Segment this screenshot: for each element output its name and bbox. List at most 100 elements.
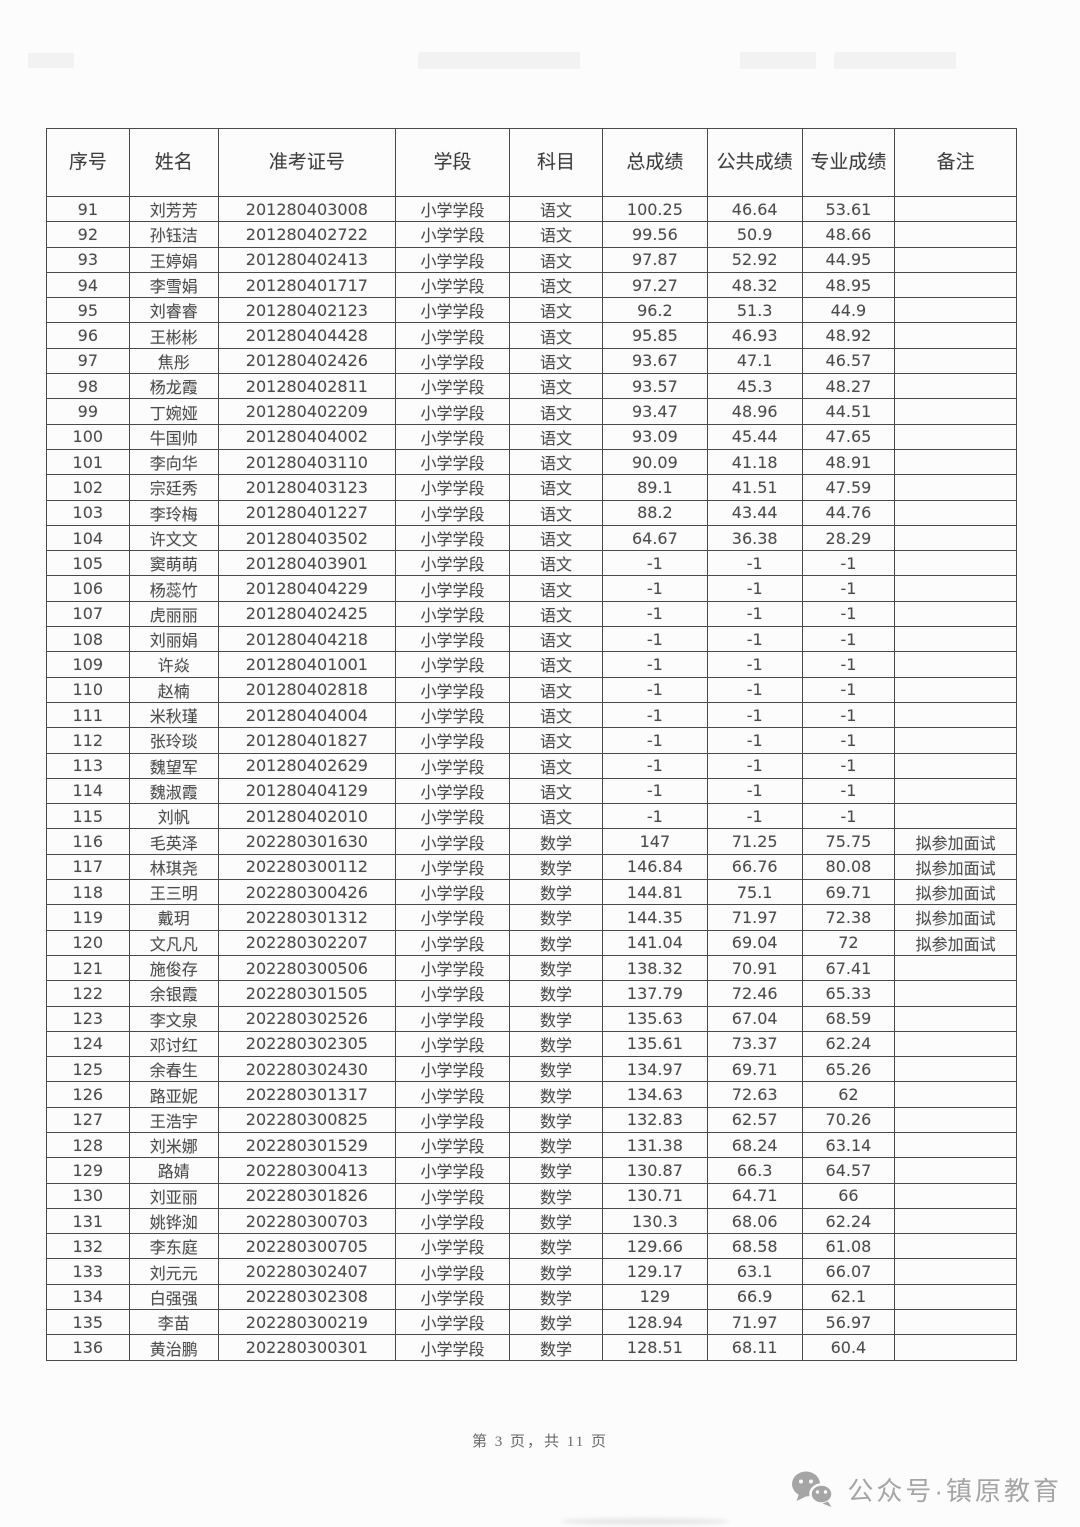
table-cell: 201280402818 bbox=[217, 676, 396, 703]
table-cell bbox=[894, 651, 1017, 678]
table-cell: 97.27 bbox=[601, 271, 708, 299]
table-row: 121 施俊存 202280300506 小学学段 数学 138.32 70.91 67.41 bbox=[46, 954, 1017, 982]
table-cell: 杨龙霞 bbox=[128, 373, 219, 400]
table-cell: -1 bbox=[706, 676, 803, 703]
table-cell: 62.24 bbox=[801, 1207, 896, 1235]
table-cell: 小学学段 bbox=[394, 1005, 511, 1032]
table-row: 114 魏淑霞 201280404129 小学学段 语文 -1 -1 -1 bbox=[46, 777, 1017, 805]
table-cell: 数学 bbox=[509, 1283, 603, 1311]
table-cell: 小学学段 bbox=[394, 1030, 511, 1058]
table-cell: 44.9 bbox=[801, 297, 896, 324]
table-cell: 语文 bbox=[509, 651, 603, 678]
table-cell: 小学学段 bbox=[394, 727, 511, 754]
table-cell: -1 bbox=[706, 803, 803, 830]
table-cell: -1 bbox=[801, 777, 896, 805]
table-cell: 数学 bbox=[509, 1233, 603, 1260]
table-cell: 窦萌萌 bbox=[128, 550, 219, 577]
table-cell: 201280401827 bbox=[217, 727, 396, 754]
table-cell bbox=[894, 448, 1017, 476]
table-cell: 小学学段 bbox=[394, 777, 511, 805]
table-cell: 201280403110 bbox=[217, 448, 396, 476]
table-cell: 108 bbox=[46, 626, 130, 653]
table-row: 131 姚铧洳 202280300703 小学学段 数学 130.3 68.06 62.24 bbox=[46, 1207, 1017, 1235]
table-cell bbox=[894, 524, 1017, 552]
table-cell: 202280300426 bbox=[217, 879, 396, 906]
table-row: 112 张玲琰 201280401827 小学学段 语文 -1 -1 -1 bbox=[46, 727, 1017, 754]
table-cell: 数学 bbox=[509, 1056, 603, 1083]
table-cell: 202280300219 bbox=[217, 1309, 396, 1336]
table-cell: 小学学段 bbox=[394, 954, 511, 982]
table-cell: 28.29 bbox=[801, 524, 896, 552]
table-cell: 98 bbox=[46, 373, 130, 400]
table-cell: 施俊存 bbox=[128, 954, 219, 982]
table-cell: 小学学段 bbox=[394, 423, 511, 450]
table-cell: 50.9 bbox=[706, 221, 803, 248]
table-cell: 116 bbox=[46, 828, 130, 855]
table-cell: -1 bbox=[601, 803, 708, 830]
table-row: 126 路亚妮 202280301317 小学学段 数学 134.63 72.63 62 bbox=[46, 1081, 1017, 1108]
table-cell: 小学学段 bbox=[394, 271, 511, 299]
table-cell bbox=[894, 1157, 1017, 1184]
table-cell: 数学 bbox=[509, 828, 603, 855]
table-cell: 小学学段 bbox=[394, 373, 511, 400]
wechat-credit-text: 公众号·镇原教育 bbox=[847, 1475, 1062, 1506]
table-cell bbox=[894, 1081, 1017, 1108]
table-cell: 数学 bbox=[509, 1005, 603, 1032]
table-cell: 128.51 bbox=[601, 1334, 708, 1361]
table-cell: 56.97 bbox=[801, 1309, 896, 1336]
table-cell: 43.44 bbox=[706, 499, 803, 526]
table-cell: 语文 bbox=[509, 803, 603, 830]
table-cell: 201280401227 bbox=[217, 499, 396, 526]
table-cell: 48.91 bbox=[801, 448, 896, 476]
page-number: 第 3 页，共 11 页 bbox=[472, 1434, 608, 1450]
column-header: 总成绩 bbox=[601, 128, 708, 197]
table-cell: 许文文 bbox=[128, 524, 219, 552]
table-cell: 语文 bbox=[509, 246, 603, 273]
table-cell: 69.71 bbox=[706, 1056, 803, 1083]
table-cell bbox=[894, 271, 1017, 299]
table-cell: 201280402413 bbox=[217, 246, 396, 273]
table-cell: 65.26 bbox=[801, 1056, 896, 1083]
table-cell: -1 bbox=[801, 626, 896, 653]
table-row: 103 李玲梅 201280401227 小学学段 语文 88.2 43.44 44.76 bbox=[46, 499, 1017, 526]
table-cell: 46.57 bbox=[801, 347, 896, 375]
table-cell: -1 bbox=[601, 777, 708, 805]
table-cell: 拟参加面试 bbox=[894, 929, 1017, 956]
table-cell: -1 bbox=[706, 626, 803, 653]
table-cell: 70.91 bbox=[706, 954, 803, 982]
table-cell: 103 bbox=[46, 499, 130, 526]
table-cell: 61.08 bbox=[801, 1233, 896, 1260]
table-cell: 107 bbox=[46, 600, 130, 628]
column-header: 备注 bbox=[894, 128, 1017, 197]
table-cell: 201280404004 bbox=[217, 701, 396, 729]
table-cell: 63.14 bbox=[801, 1131, 896, 1159]
table-cell: 130.87 bbox=[601, 1157, 708, 1184]
table-cell: 小学学段 bbox=[394, 651, 511, 678]
table-cell: 64.57 bbox=[801, 1157, 896, 1184]
table-cell: 数学 bbox=[509, 1106, 603, 1133]
table-cell: 张玲琰 bbox=[128, 727, 219, 754]
table-cell bbox=[894, 221, 1017, 248]
table-cell: 李苗 bbox=[128, 1309, 219, 1336]
table-cell: 语文 bbox=[509, 701, 603, 729]
table-row: 107 虎丽丽 201280402425 小学学段 语文 -1 -1 -1 bbox=[46, 600, 1017, 628]
table-row: 132 李东庭 202280300705 小学学段 数学 129.66 68.58 61.08 bbox=[46, 1233, 1017, 1260]
table-cell: 语文 bbox=[509, 271, 603, 299]
table-cell: 129 bbox=[601, 1283, 708, 1311]
table-cell: 113 bbox=[46, 752, 130, 779]
table-cell: 93.67 bbox=[601, 347, 708, 375]
table-cell: 44.95 bbox=[801, 246, 896, 273]
table-cell: 66.3 bbox=[706, 1157, 803, 1184]
table-cell: 117 bbox=[46, 853, 130, 881]
table-cell: 132.83 bbox=[601, 1106, 708, 1133]
table-cell: 63.1 bbox=[706, 1258, 803, 1285]
table-cell: 130.71 bbox=[601, 1182, 708, 1209]
column-header: 科目 bbox=[509, 128, 603, 197]
table-cell: 米秋瑾 bbox=[128, 701, 219, 729]
table-cell: 202280302305 bbox=[217, 1030, 396, 1058]
table-cell: 91 bbox=[46, 195, 130, 223]
table-header-row: 序号 姓名 准考证号 学段 科目 总成绩 公共成绩 专业成绩 备注 bbox=[46, 128, 1017, 197]
table-cell: 72.46 bbox=[706, 980, 803, 1007]
table-cell: 128 bbox=[46, 1131, 130, 1159]
table-cell: 孙钰洁 bbox=[128, 221, 219, 248]
